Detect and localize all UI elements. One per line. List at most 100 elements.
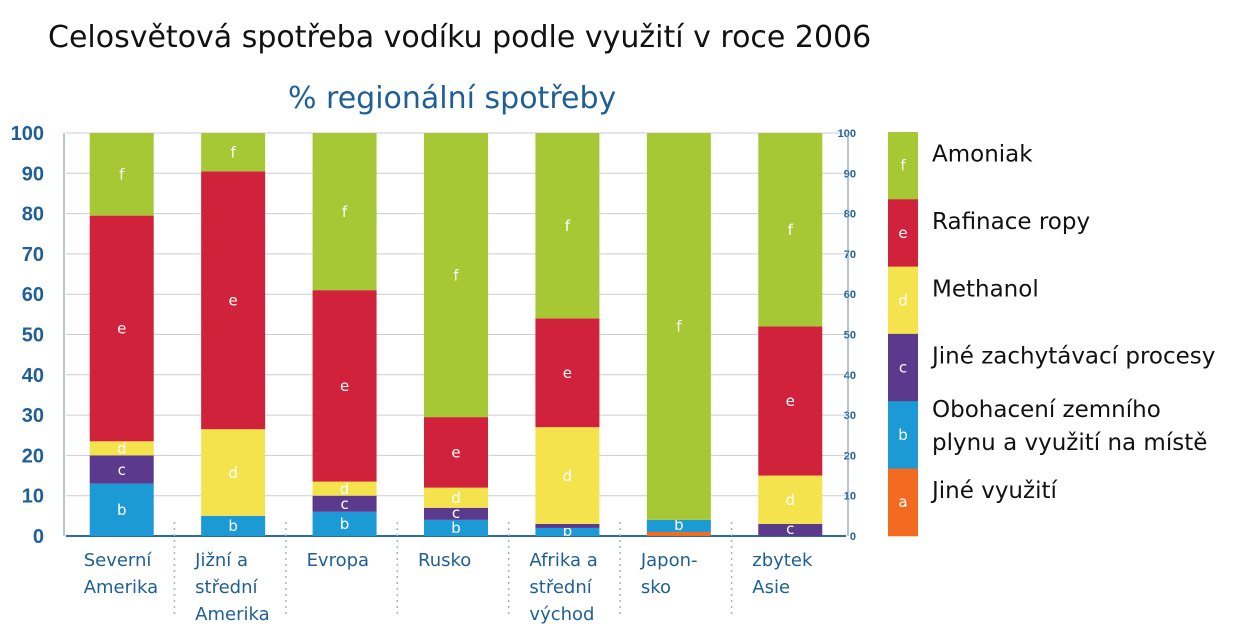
bar-segment-e <box>201 171 266 430</box>
bar-segment-letter: e <box>451 444 460 462</box>
legend-swatch-letter: e <box>898 224 907 242</box>
bar-segment-f <box>89 133 154 216</box>
bar-segment-c <box>535 523 600 528</box>
bar-segment-f <box>758 133 823 327</box>
y-tick-label-left: 100 <box>11 123 44 145</box>
bar-segment-letter: b <box>228 517 238 535</box>
bar-segment-f <box>424 133 488 418</box>
legend-swatch-c <box>888 333 918 402</box>
bar-segment-letter: b <box>117 501 127 519</box>
bar-segment-letter: e <box>340 377 349 395</box>
chart-subtitle: % regionální spotřeby <box>288 81 616 116</box>
bar-segment-letter: f <box>676 318 682 336</box>
bar-segment-e <box>89 215 154 442</box>
y-tick-label-left: 10 <box>22 486 44 508</box>
category-labels: Severní Amerika Jižní a střední Amerika Evrop… <box>84 522 813 625</box>
bar-segment-letter: f <box>565 217 571 235</box>
legend: f Amoniak e Rafinace ropy d Methanol c Jiné zac… <box>888 132 1215 537</box>
bar-segment-f <box>646 133 711 520</box>
bar-segment-f <box>312 133 377 291</box>
y-tick-label-right: 30 <box>844 410 856 422</box>
bar-segment-b <box>535 527 600 536</box>
legend-label-line: Amoniak <box>932 142 1033 168</box>
bar-segment-b <box>201 515 266 536</box>
category-label-line: střední <box>529 577 592 598</box>
bar-segment-letter: b <box>563 522 573 540</box>
bar-segment-letter: b <box>340 515 350 533</box>
bar-segment-f <box>535 133 600 319</box>
category-label-line: Asie <box>752 577 790 598</box>
bar-segment-letter: f <box>788 221 794 239</box>
bar-segment-letter: d <box>786 491 796 509</box>
category-label-line: Rusko <box>418 550 471 571</box>
category-label-line: Afrika a <box>529 550 597 571</box>
category-label: Evropa <box>307 550 370 571</box>
bar-segment-f <box>201 133 266 172</box>
category-label: Rusko <box>418 550 471 571</box>
y-tick-label-right: 40 <box>844 370 856 382</box>
bar-segment-letter: f <box>453 266 459 284</box>
bar-segment-c <box>312 495 377 512</box>
bar-segment-c <box>89 455 154 484</box>
bar-segment-letter: f <box>231 143 237 161</box>
y-tick-label-left: 0 <box>33 526 44 548</box>
bar-segment-letter: c <box>340 495 348 513</box>
bar-segment-b <box>646 519 711 532</box>
legend-label-line: Methanol <box>932 276 1039 302</box>
bar-segment-letter: c <box>118 461 126 479</box>
category-label-line: Amerika <box>84 577 158 598</box>
y-tick-label-right: 100 <box>838 128 856 140</box>
legend-swatch-a <box>888 468 918 537</box>
y-tick-label-left: 80 <box>22 204 44 226</box>
category-label: Afrika a střední východ <box>529 550 597 625</box>
bar-segment-letter: c <box>786 520 794 538</box>
category-label-line: Severní <box>84 550 153 571</box>
bar-segment-b <box>312 511 377 536</box>
category-label-line: Evropa <box>307 550 370 571</box>
legend-label-c: Jiné zachytávací procesy <box>930 344 1215 370</box>
bar-segment-letter: b <box>451 519 461 537</box>
category-label-line: sko <box>641 577 671 598</box>
category-label-line: střední <box>195 577 258 598</box>
y-tick-label-left: 20 <box>22 445 44 467</box>
bar-segment-e <box>535 318 600 428</box>
legend-swatch-letter: b <box>898 426 908 444</box>
y-tick-label-left: 60 <box>22 284 44 306</box>
category-label-line: Amerika <box>195 604 269 625</box>
legend-label-e: Rafinace ropy <box>932 209 1090 235</box>
bar-segment-d <box>758 475 823 524</box>
legend-label-line: Jiné využití <box>930 478 1057 504</box>
bar-segment-letter: e <box>229 291 238 309</box>
category-label-line: Japon- <box>640 550 698 571</box>
y-tick-label-right: 80 <box>844 209 856 221</box>
bar-segment-b <box>89 483 154 536</box>
plot-axes: 0 0 10 10 20 20 30 30 40 40 50 50 60 60 70 70 80 80 90 90 10… <box>11 123 856 548</box>
bar-segment-letter: d <box>563 467 573 485</box>
y-tick-label-left: 40 <box>22 365 44 387</box>
bar-segment-letter: c <box>452 504 460 522</box>
category-label-line: východ <box>529 604 594 625</box>
bar-segment-b <box>424 519 488 536</box>
y-tick-label-left: 90 <box>22 163 44 185</box>
bar-segment-c <box>758 523 823 536</box>
category-label-line: Jižní a <box>194 550 248 571</box>
bar-segment-letter: d <box>117 440 127 458</box>
y-tick-label-right: 20 <box>844 450 856 462</box>
legend-label-b: Obohacení zemního plynu a využití na míst… <box>932 397 1207 456</box>
category-label-line: zbytek <box>752 550 813 571</box>
y-tick-label-right: 60 <box>844 289 856 301</box>
legend-label-line: plynu a využití na místě <box>932 430 1207 456</box>
legend-swatch-b <box>888 401 918 469</box>
bar-segment-d <box>535 427 600 524</box>
y-tick-label-left: 50 <box>22 325 44 347</box>
category-label: Severní Amerika <box>84 550 158 598</box>
bar-segment-c <box>424 507 488 520</box>
y-tick-label-left: 30 <box>22 405 44 427</box>
bar-segment-letter: e <box>563 364 572 382</box>
bar-segment-letter: e <box>786 392 795 410</box>
bar-segment-d <box>89 441 154 456</box>
legend-label-d: Methanol <box>932 276 1039 302</box>
bar-segment-letter: e <box>117 320 126 338</box>
